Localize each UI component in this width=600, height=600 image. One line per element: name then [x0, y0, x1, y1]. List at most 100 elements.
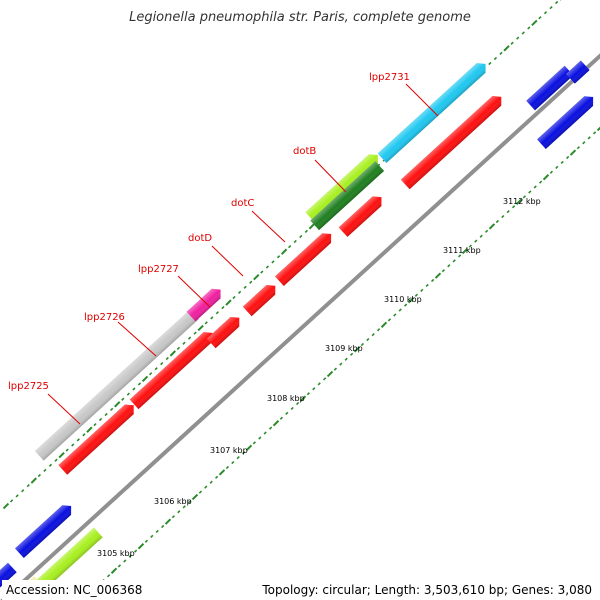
tick-mark — [263, 431, 267, 435]
gene-blue-2-shade — [537, 96, 594, 149]
tick-mark — [110, 567, 118, 574]
tick-mark — [528, 190, 532, 194]
tick-mark — [393, 313, 397, 317]
gene-red-6 — [338, 196, 382, 237]
outer-tick-marks — [2, 0, 562, 510]
gene-cyan-lpp2731 — [377, 63, 486, 164]
tick-mark — [304, 229, 308, 233]
topology-text: Topology: circular; Length: 3,503,610 bp… — [258, 580, 596, 600]
tick-mark — [154, 367, 158, 371]
tick-mark — [326, 370, 334, 378]
tick-mark — [457, 254, 462, 258]
tick-mark — [137, 382, 142, 386]
tick-mark — [204, 321, 208, 325]
tick-mark — [441, 269, 446, 273]
tick-mark — [114, 401, 121, 408]
label-pointer — [177, 275, 211, 308]
tick-mark — [141, 375, 149, 383]
label-pointer — [405, 83, 439, 117]
gene-cyan-lpp2731-shade — [377, 63, 486, 164]
gene-grey-lpp2726 — [34, 309, 199, 461]
tick-mark — [71, 443, 75, 447]
gene-blue-1 — [526, 65, 574, 111]
tick-mark — [576, 146, 581, 150]
tick-mark — [104, 412, 108, 417]
tick-mark — [265, 265, 270, 269]
kbp-label-3111: 3111 kbp — [443, 246, 481, 255]
gene-red-6-shade — [338, 196, 382, 237]
tick-mark — [126, 392, 130, 396]
tick-mark — [339, 362, 343, 366]
gene-blue-3-shade — [566, 60, 590, 84]
tick-mark — [197, 324, 204, 332]
label-pointer — [47, 393, 81, 425]
tick-mark — [169, 350, 177, 357]
gene-blue-7 — [0, 562, 17, 593]
tick-mark — [333, 367, 338, 371]
tick-mark — [21, 489, 25, 493]
gene-darkgreen-dotB-shade — [310, 161, 385, 231]
tick-mark — [317, 382, 321, 386]
tick-mark — [160, 524, 165, 529]
tick-mark — [210, 316, 214, 320]
label-pointer — [117, 321, 157, 357]
tick-mark — [306, 392, 311, 396]
inner-tick-marks — [80, 126, 600, 600]
gene-red-4 — [242, 285, 276, 317]
tick-mark — [225, 465, 230, 470]
tick-mark — [503, 45, 510, 52]
tick-mark — [425, 283, 429, 288]
genome-backbone — [0, 53, 600, 600]
gene-label-dotC: dotC — [231, 198, 254, 209]
label-pointer — [211, 245, 244, 277]
tick-mark — [592, 131, 597, 135]
tick-mark — [344, 357, 348, 361]
tick-mark — [538, 180, 543, 184]
tick-mark — [349, 352, 354, 356]
gene-lime-5-shade — [34, 527, 103, 592]
tick-mark — [176, 346, 181, 350]
tick-mark — [434, 272, 442, 279]
tick-mark — [299, 395, 307, 402]
tick-mark — [271, 260, 275, 264]
tick-mark — [488, 223, 496, 230]
tick-mark — [231, 460, 235, 465]
gene-red-7 — [400, 96, 502, 190]
tick-mark — [144, 539, 149, 543]
tick-mark — [538, 16, 542, 20]
gene-blue-4 — [15, 505, 72, 558]
tick-mark — [447, 264, 451, 268]
tick-mark — [237, 290, 242, 295]
gene-red-3 — [206, 317, 240, 349]
tick-mark — [276, 255, 281, 259]
tick-mark — [236, 456, 240, 460]
gene-blue-4-shade — [15, 505, 72, 558]
gene-red-3-shade — [206, 317, 240, 349]
tick-mark — [511, 205, 516, 209]
gene-grey-lpp2726-shade — [34, 309, 199, 461]
tick-mark — [232, 295, 236, 300]
tick-mark — [121, 397, 125, 401]
tick-mark — [241, 451, 246, 455]
gene-red-5 — [275, 233, 332, 286]
tick-mark — [510, 41, 514, 45]
tick-mark — [280, 248, 288, 255]
gene-darkgreen-dotB — [310, 161, 385, 231]
tick-mark — [308, 223, 316, 230]
tick-mark — [26, 484, 30, 488]
tick-mark — [272, 420, 280, 427]
tick-mark — [285, 411, 289, 415]
kbp-label-3106: 3106 kbp — [154, 497, 192, 506]
tick-mark — [171, 515, 176, 519]
kbp-label-3112: 3112 kbp — [503, 197, 541, 206]
tick-mark — [137, 543, 145, 550]
tick-mark — [187, 500, 192, 504]
gene-blue-7-shade — [0, 562, 17, 593]
tick-mark — [495, 219, 500, 224]
tick-mark — [299, 234, 303, 239]
tick-mark — [531, 19, 538, 27]
tick-mark — [58, 451, 65, 459]
tick-mark — [215, 311, 219, 315]
tick-mark — [165, 356, 169, 361]
